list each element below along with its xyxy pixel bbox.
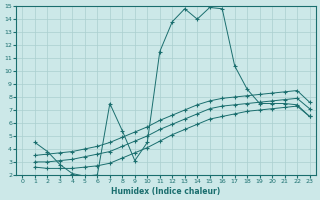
X-axis label: Humidex (Indice chaleur): Humidex (Indice chaleur)	[111, 187, 221, 196]
